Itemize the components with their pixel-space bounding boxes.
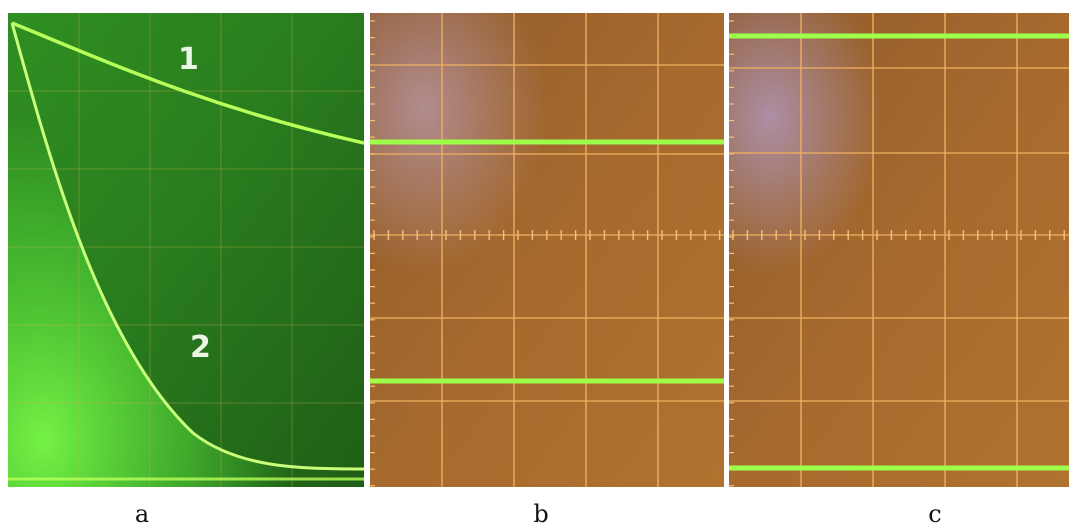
caption-a: a (134, 500, 150, 528)
screen-c-haze (729, 13, 1069, 487)
caption-b: b (533, 500, 549, 528)
screen-c-center-ticks (732, 230, 1065, 240)
trace-1-curve (11, 21, 364, 145)
screen-b-graphic (370, 13, 724, 487)
trace-2-curve (10, 22, 364, 471)
screen-a-glow-region (8, 21, 364, 487)
oscilloscope-screen-a: 1 2 (8, 13, 364, 487)
oscilloscope-screen-c (729, 13, 1069, 487)
trace-1-label: 1 (178, 42, 199, 77)
screen-a-graticule (8, 13, 364, 487)
screen-c-edge-ticks (729, 20, 734, 487)
screen-b-center-ticks (373, 230, 721, 240)
oscilloscope-screen-b (370, 13, 724, 487)
screen-a-graphic: 1 2 (8, 13, 364, 487)
screen-b-haze (370, 13, 724, 487)
screen-c-graticule (729, 13, 1069, 487)
caption-c: c (928, 500, 942, 528)
trace-2-label: 2 (190, 330, 211, 365)
screen-c-graphic (729, 13, 1069, 487)
screen-b-edge-ticks (370, 20, 375, 487)
